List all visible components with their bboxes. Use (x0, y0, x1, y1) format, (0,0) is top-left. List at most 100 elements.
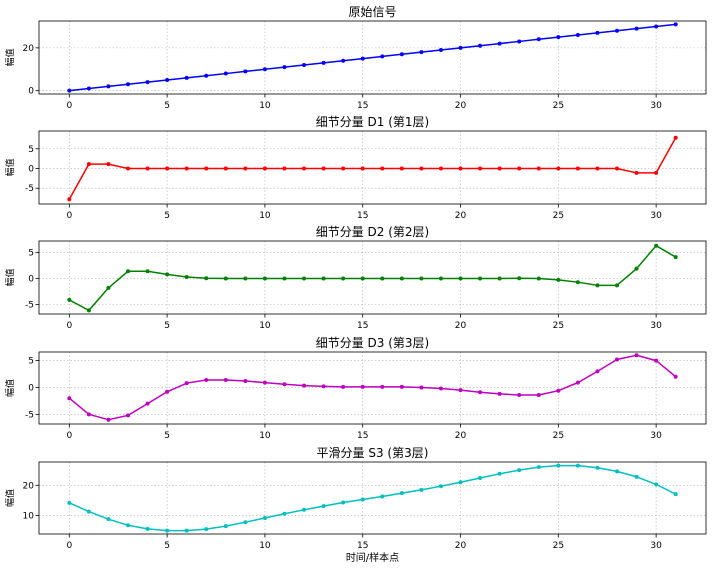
subplot-title: 平滑分量 S3 (第3层) (317, 446, 429, 460)
data-point (165, 528, 170, 533)
x-tick-label: 0 (66, 431, 72, 441)
data-point (67, 500, 72, 505)
data-point (145, 526, 150, 531)
data-point (615, 357, 619, 362)
data-point (497, 41, 502, 46)
data-point (380, 384, 385, 389)
data-point (243, 520, 248, 525)
y-axis-label: 幅值 (4, 379, 16, 397)
y-tick-label: 0 (28, 275, 34, 285)
data-point (478, 390, 483, 395)
data-point (517, 39, 522, 44)
x-tick-label: 10 (259, 101, 271, 111)
data-point (243, 166, 248, 171)
x-tick-label: 25 (553, 431, 564, 441)
y-tick-label: -5 (25, 184, 34, 194)
subplot-3: 0 5 10 15 20 25 30 -5 0 5 细节分量 D2 (第2层) 幅值 (4, 225, 707, 331)
data-point (438, 276, 443, 281)
x-tick-label: 25 (553, 101, 564, 111)
x-tick-label: 5 (164, 101, 170, 111)
data-point (556, 277, 561, 282)
y-axis-label: 幅值 (4, 268, 16, 286)
data-point (399, 52, 404, 57)
data-point (243, 276, 248, 281)
x-tick-label: 25 (553, 321, 564, 331)
data-point (360, 56, 365, 61)
data-point (243, 69, 248, 74)
data-point (282, 65, 287, 70)
data-point (615, 166, 619, 171)
x-tick-label: 30 (650, 101, 662, 111)
data-point (86, 308, 91, 313)
data-point (654, 24, 659, 29)
data-point (86, 86, 91, 91)
data-point (262, 380, 267, 385)
data-point (575, 166, 580, 171)
data-point (673, 255, 678, 260)
data-point (165, 77, 170, 82)
data-point (673, 22, 678, 27)
y-axis-label: 幅值 (4, 489, 16, 507)
data-point (302, 62, 307, 67)
data-point (86, 412, 91, 417)
data-point (595, 465, 600, 470)
subplot-title: 细节分量 D1 (第1层) (316, 115, 430, 129)
x-tick-label: 30 (650, 541, 662, 551)
data-point (360, 497, 365, 502)
data-point (223, 377, 228, 382)
data-point (478, 43, 483, 48)
data-point (634, 26, 639, 31)
data-point (419, 276, 424, 281)
data-point (106, 285, 111, 290)
axes-frame (38, 351, 707, 425)
data-point (458, 480, 463, 485)
data-point (595, 283, 600, 288)
data-point (654, 243, 659, 248)
data-point (595, 369, 600, 374)
data-point (106, 517, 111, 522)
x-tick-label: 15 (357, 321, 368, 331)
y-tick-label: 0 (28, 87, 34, 97)
x-tick-label: 5 (164, 431, 170, 441)
data-point (145, 401, 150, 406)
data-point (575, 380, 580, 385)
x-tick-label: 20 (455, 211, 467, 221)
data-point (497, 166, 502, 171)
data-point (438, 386, 443, 391)
series-line (68, 244, 677, 312)
data-point (458, 276, 463, 281)
data-point (419, 50, 424, 55)
x-tick-label: 10 (259, 321, 271, 331)
axes-frame (38, 461, 707, 535)
data-point (634, 353, 639, 358)
y-tick-label: 5 (28, 248, 34, 258)
data-point (497, 391, 502, 396)
x-tick-label: 10 (259, 211, 271, 221)
data-point (204, 276, 209, 281)
x-tick-label: 0 (66, 101, 72, 111)
data-point (399, 276, 404, 281)
data-point (399, 166, 404, 171)
x-tick-label: 15 (357, 541, 368, 551)
data-point (478, 476, 483, 481)
data-point (86, 509, 91, 514)
data-point (615, 469, 619, 474)
series-line (69, 464, 677, 532)
series-line (68, 137, 677, 200)
data-point (536, 465, 541, 470)
axes-frame (38, 240, 707, 315)
data-point (223, 166, 228, 171)
x-tick-label: 30 (650, 431, 662, 441)
data-point (556, 388, 561, 393)
y-axis-label: 幅值 (4, 158, 16, 176)
data-point (341, 166, 346, 171)
data-point (321, 384, 326, 389)
data-point (556, 166, 561, 171)
data-point (126, 166, 130, 171)
data-point (145, 80, 150, 85)
data-point (262, 166, 267, 171)
data-point (321, 166, 326, 171)
data-point (321, 504, 326, 509)
x-tick-label: 0 (66, 541, 72, 551)
data-point (595, 166, 600, 171)
